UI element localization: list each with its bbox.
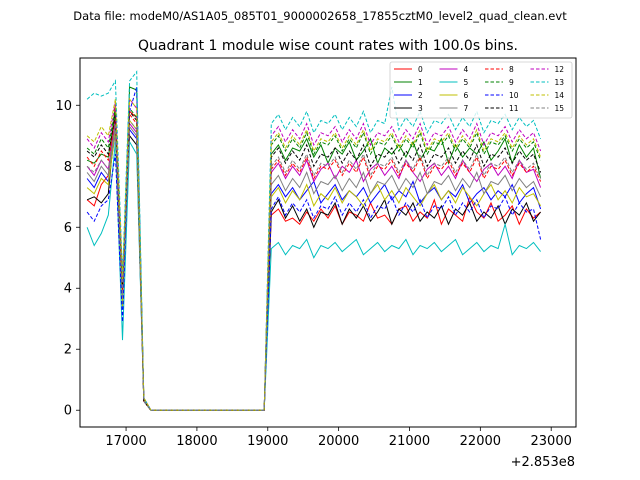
plot-frame: [79, 57, 577, 428]
legend-label-0: 0: [418, 65, 423, 74]
legend-label-5: 5: [464, 78, 469, 87]
legend-frame: [389, 61, 573, 119]
x-tick-label: 19000: [247, 434, 288, 449]
series-line-11: [86, 110, 542, 411]
series-line-13: [86, 70, 542, 411]
legend-label-6: 6: [464, 91, 469, 100]
series-line-4: [86, 120, 542, 411]
series-line-12: [86, 97, 542, 411]
chart-title: Quadrant 1 module wise count rates with …: [138, 38, 518, 54]
legend-label-9: 9: [509, 78, 514, 87]
series-line-2: [86, 128, 542, 411]
y-tick-label: 0: [64, 404, 72, 419]
x-tick-label: 23000: [531, 434, 572, 449]
series-line-14: [86, 97, 542, 411]
x-tick-label: 18000: [176, 434, 217, 449]
y-tick-label: 2: [64, 343, 72, 358]
y-tick-label: 6: [64, 221, 72, 236]
x-tick-label: 20000: [318, 434, 359, 449]
x-tick-label: 22000: [460, 434, 501, 449]
legend-label-8: 8: [509, 65, 514, 74]
series-line-1: [86, 86, 542, 411]
series-line-6: [86, 119, 542, 411]
series-line-8: [86, 113, 542, 411]
legend-label-13: 13: [555, 78, 565, 87]
figure-suptitle: Data file: modeM0/AS1A05_085T01_90000026…: [73, 9, 567, 23]
x-axis-offset-label: +2.853e8: [511, 455, 575, 470]
legend-label-7: 7: [464, 104, 469, 113]
series-line-10: [86, 86, 542, 411]
series-layer: [86, 70, 542, 411]
legend-label-4: 4: [464, 65, 469, 74]
x-tick-label: 17000: [105, 434, 146, 449]
legend-label-15: 15: [555, 104, 565, 113]
legend-label-1: 1: [418, 78, 423, 87]
y-tick-label: 10: [55, 99, 72, 114]
y-axis: 0 2 4 6 8 10: [55, 99, 80, 419]
legend-label-2: 2: [418, 91, 423, 100]
legend-label-3: 3: [418, 104, 423, 113]
x-axis: 17000 18000 19000 20000 21000 22000 23000: [105, 427, 572, 449]
series-line-15: [86, 119, 542, 411]
x-tick-label: 21000: [389, 434, 430, 449]
y-tick-label: 8: [64, 160, 72, 175]
y-tick-label: 4: [64, 282, 72, 297]
legend-label-11: 11: [509, 104, 519, 113]
legend-label-10: 10: [509, 91, 519, 100]
legend-label-14: 14: [555, 91, 565, 100]
series-line-3: [86, 117, 541, 411]
series-line-7: [86, 125, 542, 411]
legend-label-12: 12: [555, 65, 565, 74]
